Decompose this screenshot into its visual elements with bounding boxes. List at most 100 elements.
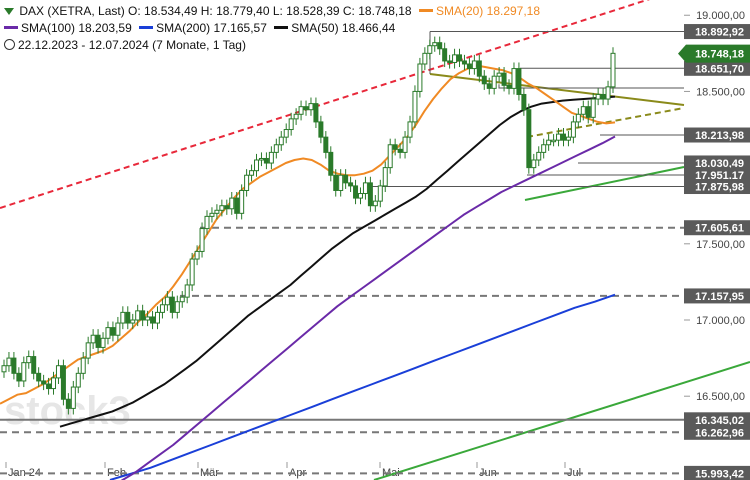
candle-body bbox=[466, 63, 472, 70]
candle-body bbox=[377, 185, 383, 202]
candle-body bbox=[95, 334, 101, 348]
candle-body bbox=[387, 144, 393, 169]
candle-body bbox=[130, 319, 136, 324]
candle-body bbox=[343, 174, 349, 184]
candle-body bbox=[184, 284, 190, 298]
price-level-badge bbox=[684, 179, 750, 195]
candle-body bbox=[541, 144, 547, 153]
candle-body bbox=[333, 174, 339, 191]
sma20-value: 18.297,18 bbox=[486, 4, 541, 18]
candle-body bbox=[323, 136, 329, 153]
current-price-label: 18.748,18 bbox=[695, 49, 744, 61]
candle-body bbox=[501, 72, 507, 86]
candle-body bbox=[189, 258, 195, 286]
candle-body bbox=[511, 68, 517, 89]
candle-body bbox=[85, 342, 91, 359]
candle-body bbox=[46, 383, 52, 390]
watermark: stock3 bbox=[4, 389, 131, 433]
candle-body bbox=[461, 60, 467, 65]
candle-body bbox=[150, 316, 156, 324]
candle-body bbox=[214, 209, 220, 214]
y-tick-label: 18.500,00 bbox=[696, 86, 745, 98]
x-tick-label: Jun bbox=[479, 467, 497, 479]
candle-body bbox=[41, 380, 47, 385]
candle-body bbox=[234, 197, 240, 214]
price-level-label: 18.030,49 bbox=[695, 158, 744, 170]
candle-body bbox=[268, 151, 274, 164]
candle-body bbox=[362, 182, 368, 195]
candle-body bbox=[16, 372, 22, 382]
ohlc-values: O: 18.534,49 H: 18.779,40 L: 18.528,39 C… bbox=[128, 4, 412, 18]
candle-body bbox=[575, 113, 581, 123]
candle-body bbox=[65, 398, 71, 409]
olive-dashed-trendline bbox=[526, 107, 685, 138]
candle-body bbox=[164, 296, 170, 306]
price-level-badge bbox=[684, 127, 750, 143]
candle-body bbox=[179, 296, 185, 303]
candle-body bbox=[194, 250, 200, 260]
candle-body bbox=[313, 103, 319, 123]
price-level-label: 15.993,42 bbox=[695, 468, 744, 480]
candle-body bbox=[11, 357, 17, 374]
candle-body bbox=[278, 136, 284, 146]
price-level-badge bbox=[684, 465, 750, 480]
candle-body bbox=[546, 139, 552, 146]
candle-body bbox=[229, 197, 235, 210]
candle-body bbox=[585, 106, 591, 118]
candle-body bbox=[55, 365, 61, 379]
candle-body bbox=[283, 129, 289, 138]
candle-body bbox=[115, 322, 121, 336]
candle-body bbox=[595, 93, 601, 100]
candle-body bbox=[36, 372, 42, 382]
y-tick-label: 19.000,00 bbox=[696, 10, 745, 22]
price-level-badge bbox=[684, 155, 750, 171]
candle-body bbox=[565, 136, 571, 141]
candle-body bbox=[560, 133, 566, 141]
candle-body bbox=[556, 133, 562, 141]
candle-body bbox=[75, 372, 81, 388]
candle-body bbox=[442, 48, 448, 62]
candle-body bbox=[70, 386, 76, 409]
candle-body bbox=[244, 174, 250, 191]
price-level-badge bbox=[684, 424, 750, 440]
candle-body bbox=[417, 63, 423, 92]
price-level-badge bbox=[684, 24, 750, 40]
candle-body bbox=[308, 103, 314, 111]
candle-body bbox=[486, 83, 492, 89]
candle-body bbox=[254, 159, 260, 172]
sma50-value: 18.466,44 bbox=[341, 21, 396, 35]
candle-body bbox=[318, 121, 324, 138]
candle-body bbox=[288, 118, 294, 131]
candle-body bbox=[452, 54, 458, 63]
candle-body bbox=[110, 327, 116, 336]
price-level-label: 17.605,61 bbox=[695, 223, 744, 235]
candle-body bbox=[239, 189, 245, 214]
candle-body bbox=[169, 296, 175, 313]
candle-body bbox=[521, 93, 527, 111]
candle-body bbox=[551, 139, 557, 143]
candle-body bbox=[145, 316, 151, 321]
candle-body bbox=[6, 357, 12, 367]
candle-body bbox=[392, 144, 398, 150]
candle-body bbox=[60, 365, 66, 400]
price-level-label: 17.157,95 bbox=[695, 291, 744, 303]
price-level-badge bbox=[684, 412, 750, 428]
candle-body bbox=[174, 301, 180, 313]
sma200-value: 17.165,57 bbox=[213, 21, 267, 35]
candle-body bbox=[348, 182, 354, 187]
y-tick-label: 17.500,00 bbox=[696, 239, 745, 251]
candle-body bbox=[432, 42, 438, 47]
candle-body bbox=[382, 167, 388, 187]
sma100-swatch bbox=[4, 26, 18, 30]
candle-body bbox=[224, 205, 230, 210]
candle-body bbox=[328, 151, 334, 176]
price-level-badge bbox=[684, 288, 750, 304]
instrument-name: DAX (XETRA, Last) bbox=[19, 4, 125, 18]
sma100-line bbox=[120, 135, 616, 480]
candle-body bbox=[303, 106, 309, 111]
price-level-label: 17.875,98 bbox=[695, 182, 744, 194]
sma50-line bbox=[59, 95, 616, 428]
candle-body bbox=[273, 144, 279, 153]
down-arrow-icon bbox=[4, 8, 14, 16]
sma200-line bbox=[109, 293, 616, 480]
